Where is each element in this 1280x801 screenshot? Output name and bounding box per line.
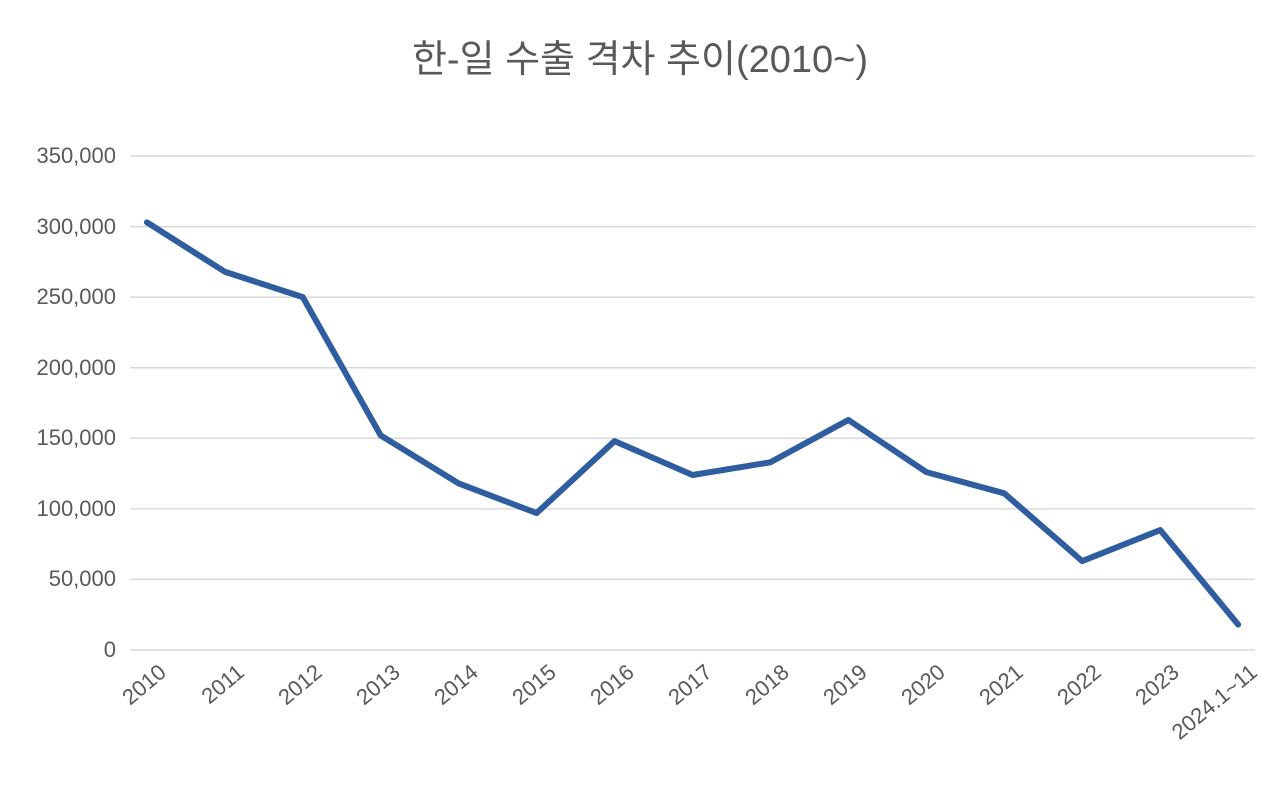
y-tick-label: 50,000 bbox=[49, 566, 130, 592]
x-tick-label: 2024.1~11 bbox=[1159, 650, 1262, 745]
y-tick-label: 150,000 bbox=[36, 425, 130, 451]
y-tick-label: 300,000 bbox=[36, 214, 130, 240]
y-tick-label: 200,000 bbox=[36, 355, 130, 381]
x-tick-label: 2015 bbox=[499, 650, 561, 711]
x-tick-label: 2013 bbox=[343, 650, 405, 711]
x-tick-label: 2019 bbox=[811, 650, 873, 711]
y-tick-label: 100,000 bbox=[36, 496, 130, 522]
x-tick-label: 2016 bbox=[577, 650, 639, 711]
chart-svg bbox=[130, 156, 1255, 650]
y-tick-label: 350,000 bbox=[36, 143, 130, 169]
y-tick-label: 250,000 bbox=[36, 284, 130, 310]
y-tick-label: 0 bbox=[104, 637, 130, 663]
x-tick-label: 2018 bbox=[733, 650, 795, 711]
chart-container: 한-일 수출 격차 추이(2010~) 050,000100,000150,00… bbox=[0, 0, 1280, 801]
x-tick-label: 2017 bbox=[655, 650, 717, 711]
x-tick-label: 2021 bbox=[967, 650, 1029, 711]
x-tick-label: 2014 bbox=[421, 650, 483, 711]
x-tick-label: 2011 bbox=[189, 650, 250, 710]
line-series bbox=[147, 222, 1238, 624]
x-tick-label: 2012 bbox=[265, 650, 327, 711]
x-tick-label: 2022 bbox=[1045, 650, 1107, 711]
x-tick-label: 2020 bbox=[889, 650, 951, 711]
plot-area: 050,000100,000150,000200,000250,000300,0… bbox=[130, 156, 1255, 650]
chart-title: 한-일 수출 격차 추이(2010~) bbox=[0, 28, 1280, 83]
